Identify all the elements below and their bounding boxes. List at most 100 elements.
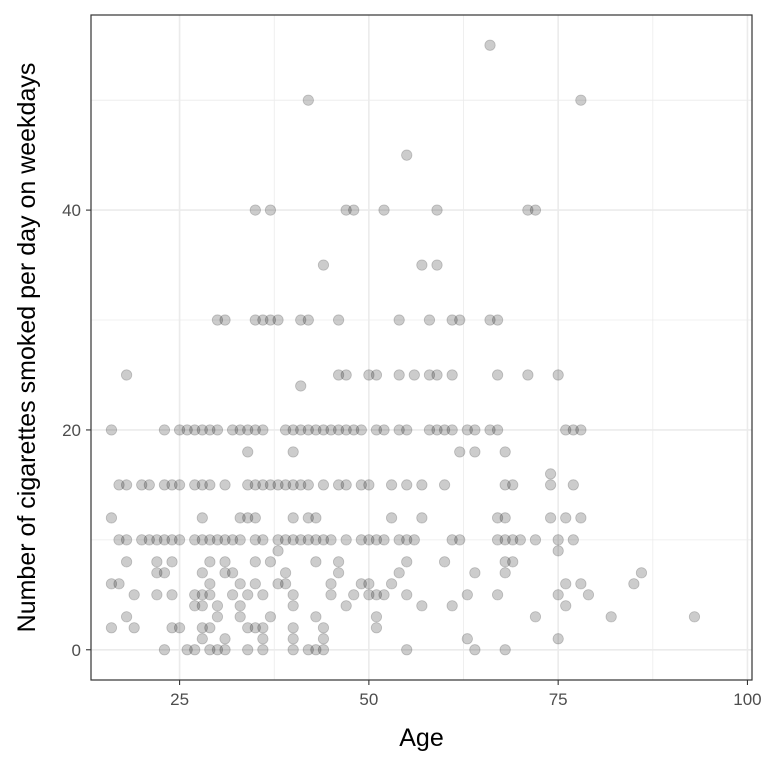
data-point — [522, 204, 534, 216]
data-point — [257, 534, 269, 546]
data-point — [688, 611, 701, 623]
data-point — [219, 633, 231, 645]
data-point — [211, 534, 224, 546]
data-point — [151, 556, 163, 568]
data-point — [272, 314, 284, 326]
data-point — [446, 314, 458, 326]
data-point — [423, 369, 436, 381]
data-point — [408, 369, 420, 381]
data-point — [438, 556, 451, 568]
data-point — [196, 512, 208, 524]
data-point — [204, 578, 216, 590]
data-point — [204, 479, 216, 491]
data-point — [173, 479, 186, 491]
data-point — [560, 578, 572, 590]
data-point — [310, 611, 322, 623]
data-point — [287, 589, 299, 601]
data-point — [370, 589, 383, 601]
data-point — [158, 534, 171, 546]
data-point — [279, 578, 292, 590]
data-point — [431, 424, 443, 436]
data-point — [151, 567, 163, 579]
data-point — [340, 369, 352, 381]
data-point — [295, 314, 307, 326]
data-point — [166, 534, 178, 546]
data-point — [317, 633, 330, 645]
data-point — [461, 424, 473, 436]
data-point — [310, 424, 322, 436]
data-point — [128, 589, 140, 601]
data-point — [370, 622, 383, 634]
data-point — [370, 369, 383, 381]
data-point — [514, 534, 526, 546]
data-point — [438, 424, 451, 436]
data-point — [264, 556, 277, 568]
data-points — [105, 39, 701, 656]
data-point — [264, 479, 277, 491]
data-point — [249, 512, 261, 524]
data-point — [401, 534, 413, 546]
data-point — [385, 578, 398, 590]
data-point — [287, 633, 299, 645]
data-point — [173, 534, 186, 546]
data-point — [113, 578, 125, 590]
data-point — [416, 512, 428, 524]
data-point — [158, 479, 171, 491]
data-point — [181, 644, 193, 656]
data-point — [363, 578, 375, 590]
x-tick-label: 100 — [733, 690, 761, 709]
data-point — [226, 534, 239, 546]
data-point — [348, 424, 360, 436]
data-point — [249, 556, 261, 568]
data-point — [446, 369, 458, 381]
data-point — [491, 424, 504, 436]
data-point — [272, 545, 284, 557]
data-point — [385, 479, 398, 491]
y-tick-label: 20 — [62, 421, 81, 440]
data-point — [136, 534, 148, 546]
data-point — [423, 424, 436, 436]
x-tick-label: 75 — [549, 690, 568, 709]
data-point — [264, 611, 277, 623]
data-point — [302, 512, 314, 524]
data-point — [575, 578, 587, 590]
data-point — [272, 479, 284, 491]
data-point — [136, 479, 148, 491]
major-gridlines — [91, 15, 752, 680]
data-point — [635, 567, 648, 579]
data-point — [234, 512, 246, 524]
data-point — [325, 578, 337, 590]
y-axis-title: Number of cigarettes smoked per day on w… — [13, 63, 41, 633]
data-point — [287, 534, 299, 546]
data-point — [242, 589, 254, 601]
data-point — [332, 369, 345, 381]
data-point — [484, 424, 496, 436]
data-point — [567, 424, 579, 436]
data-point — [401, 556, 413, 568]
y-axis: 0 20 40 — [62, 201, 91, 660]
data-point — [461, 633, 473, 645]
data-point — [431, 204, 443, 216]
data-point — [355, 424, 367, 436]
data-point — [469, 424, 481, 436]
data-point — [416, 479, 428, 491]
data-point — [310, 556, 322, 568]
data-point — [287, 644, 299, 656]
data-point — [211, 600, 224, 612]
data-point — [491, 512, 504, 524]
data-point — [552, 589, 564, 601]
data-point — [378, 424, 390, 436]
data-point — [196, 424, 208, 436]
data-point — [295, 380, 307, 392]
data-point — [249, 622, 261, 634]
data-point — [348, 589, 360, 601]
data-point — [196, 633, 208, 645]
data-point — [446, 600, 458, 612]
data-point — [340, 600, 352, 612]
data-point — [491, 369, 504, 381]
data-point — [242, 644, 254, 656]
data-point — [355, 479, 367, 491]
data-point — [249, 424, 261, 436]
data-point — [257, 314, 269, 326]
plot-panel — [91, 15, 752, 680]
